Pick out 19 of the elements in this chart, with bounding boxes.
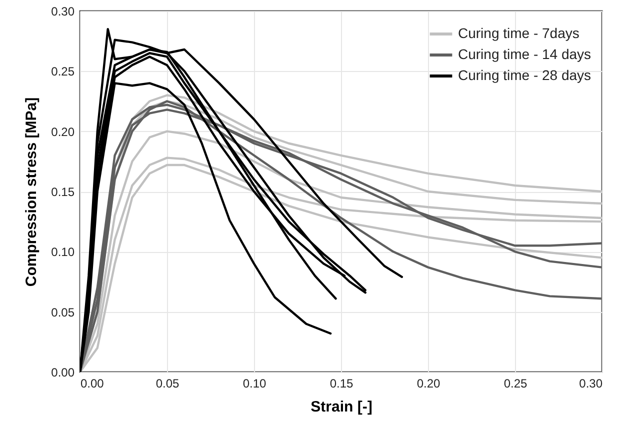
x-tick-label: 0.05 (156, 376, 180, 390)
x-tick-label: 0.25 (504, 376, 528, 390)
x-tick-label: 0.20 (416, 376, 440, 390)
x-tick-label: 0.10 (242, 376, 266, 390)
legend-label: Curing time - 28 days (458, 67, 592, 83)
y-tick-label: 0.10 (51, 245, 75, 260)
y-tick-label: 0.30 (51, 4, 75, 18)
legend-label: Curing time - 7days (458, 25, 580, 41)
y-axis-title: Compression stress [MPa] (23, 97, 40, 287)
y-tick-label: 0.00 (51, 366, 75, 380)
y-tick-label: 0.20 (51, 124, 75, 139)
y-tick-label: 0.15 (51, 185, 75, 199)
x-tick-label: 0.00 (80, 376, 104, 390)
y-tick-label: 0.05 (51, 305, 75, 320)
legend-label: Curing time - 14 days (458, 46, 592, 62)
y-tick-label: 0.25 (51, 64, 75, 79)
x-tick-label: 0.30 (579, 376, 603, 390)
x-tick-label: 0.15 (330, 376, 354, 390)
x-axis-title: Strain [-] (310, 398, 372, 416)
